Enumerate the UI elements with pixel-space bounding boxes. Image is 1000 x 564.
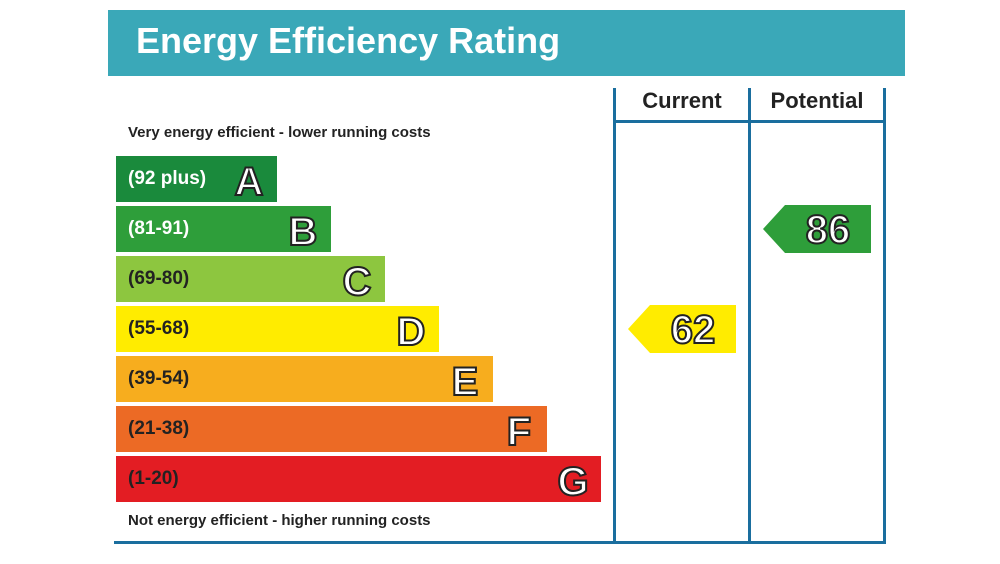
rating-letter-text: A: [235, 160, 264, 204]
current-arrow-shape: [628, 305, 736, 353]
current-rating-arrow: 62: [628, 305, 736, 353]
rating-bar-a: (92 plus) A: [116, 156, 277, 205]
rating-letter: A: [234, 159, 265, 205]
rating-bar-d: (55-68) D: [116, 306, 439, 355]
frame-bottom-line: [114, 541, 886, 544]
rating-letter-text: F: [507, 410, 531, 454]
bottom-caption: Not energy efficient - higher running co…: [128, 512, 431, 529]
potential-rating-value: 86: [806, 208, 851, 252]
potential-column-header: Potential: [770, 88, 864, 113]
rating-range-label: (69-80): [128, 268, 190, 289]
rating-range-label: (39-54): [128, 368, 190, 389]
rating-range-label: (92 plus): [128, 168, 207, 189]
frame-header-underline: [613, 120, 886, 123]
rating-letter-text: G: [557, 460, 588, 504]
potential-arrow-shape: [763, 205, 871, 253]
current-rating-value: 62: [671, 308, 716, 352]
rating-bar-e: (39-54) E: [116, 356, 493, 405]
rating-letter: D: [396, 309, 427, 355]
rating-letter-text: D: [397, 310, 426, 354]
rating-bar-f: (21-38) F: [116, 406, 547, 455]
rating-bar-b: (81-91) B: [116, 206, 331, 255]
frame-divider-right: [883, 88, 886, 544]
rating-letter: B: [288, 209, 319, 255]
rating-range-label: (55-68): [128, 318, 190, 339]
rating-letter: C: [342, 259, 373, 305]
rating-letter-text: C: [343, 260, 372, 304]
rating-range-label: (1-20): [128, 468, 179, 489]
rating-range-label: (81-91): [128, 218, 190, 239]
rating-range-label: (21-38): [128, 418, 190, 439]
potential-rating-arrow: 86: [763, 205, 871, 253]
header-banner: Energy Efficiency Rating: [108, 10, 905, 76]
rating-bar-g: (1-20) G: [116, 456, 601, 505]
frame-divider-middle: [748, 88, 751, 544]
rating-letter: F: [506, 409, 532, 455]
top-caption: Very energy efficient - lower running co…: [128, 124, 431, 141]
page-title: Energy Efficiency Rating: [136, 20, 561, 61]
rating-letter-text: B: [289, 210, 318, 254]
frame-divider-left: [613, 88, 616, 544]
rating-bar-c: (69-80) C: [116, 256, 385, 305]
rating-letter-text: E: [452, 360, 479, 404]
current-column-header: Current: [642, 88, 722, 113]
rating-letter: E: [451, 359, 480, 405]
rating-letter: G: [556, 459, 589, 505]
